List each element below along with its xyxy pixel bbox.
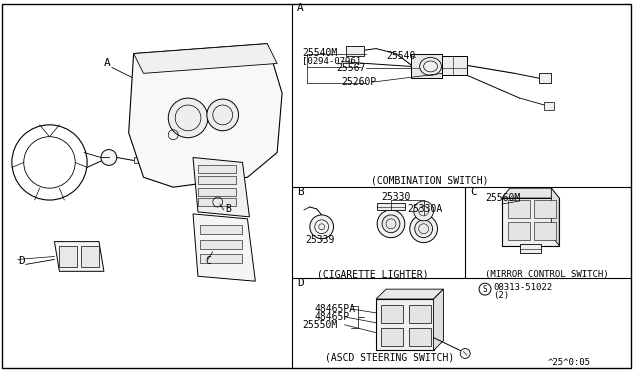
Bar [81, 246, 99, 267]
Bar [409, 328, 431, 346]
Polygon shape [502, 188, 559, 198]
Polygon shape [551, 188, 559, 246]
Text: [0294-0796]: [0294-0796] [302, 56, 361, 65]
Text: B: B [226, 204, 232, 214]
Text: (ASCD STEERING SWITCH): (ASCD STEERING SWITCH) [324, 352, 454, 362]
Bar [377, 203, 405, 210]
Circle shape [413, 201, 433, 221]
Bar [60, 246, 77, 267]
Bar [346, 46, 364, 55]
Text: A: A [297, 3, 304, 13]
Bar [540, 73, 551, 83]
Polygon shape [376, 289, 444, 299]
Bar [508, 222, 529, 240]
Bar [200, 254, 241, 263]
Bar [198, 166, 236, 173]
Text: ^25^0:05: ^25^0:05 [548, 358, 591, 367]
Circle shape [168, 98, 208, 138]
Circle shape [310, 215, 333, 239]
Circle shape [410, 215, 438, 243]
Polygon shape [129, 44, 282, 187]
Text: 25550M: 25550M [302, 320, 337, 330]
Circle shape [479, 283, 491, 295]
Circle shape [415, 220, 433, 238]
Text: 25260P: 25260P [342, 77, 377, 87]
Bar [411, 54, 442, 78]
Bar [198, 198, 236, 206]
Bar [502, 198, 559, 246]
Text: 48465PA: 48465PA [315, 304, 356, 314]
Bar [520, 244, 541, 253]
Text: (MIRROR CONTROL SWITCH): (MIRROR CONTROL SWITCH) [485, 270, 609, 279]
Bar [198, 176, 236, 184]
Bar [545, 102, 554, 110]
Text: S: S [483, 285, 487, 294]
Polygon shape [54, 242, 104, 271]
Text: D: D [18, 256, 24, 266]
Text: (2): (2) [493, 291, 509, 299]
Text: 25339: 25339 [305, 235, 334, 245]
Text: C: C [205, 256, 211, 266]
Bar [198, 188, 236, 196]
Bar [376, 299, 433, 350]
Circle shape [460, 349, 470, 358]
Circle shape [101, 150, 116, 166]
Text: 25540: 25540 [386, 51, 415, 61]
Text: (COMBINATION SWITCH): (COMBINATION SWITCH) [371, 175, 489, 185]
Polygon shape [134, 44, 277, 73]
Text: B: B [297, 187, 304, 197]
Text: D: D [297, 278, 304, 288]
Text: A: A [104, 58, 111, 68]
Circle shape [377, 210, 405, 238]
Bar [508, 200, 529, 218]
Text: 08313-51022: 08313-51022 [493, 283, 552, 292]
Bar [381, 305, 403, 323]
Text: 25567: 25567 [337, 63, 366, 73]
Text: 25560M: 25560M [485, 193, 520, 203]
Text: 25540M: 25540M [302, 48, 337, 58]
Text: C: C [470, 187, 477, 197]
Bar [200, 225, 241, 234]
Bar [409, 305, 431, 323]
Bar [442, 55, 467, 76]
Bar [534, 200, 556, 218]
Text: 48465P: 48465P [315, 312, 350, 322]
Circle shape [207, 99, 239, 131]
Bar [200, 240, 241, 248]
Text: (CIGARETTE LIGHTER): (CIGARETTE LIGHTER) [317, 269, 428, 279]
Polygon shape [193, 157, 250, 217]
Bar [134, 157, 143, 163]
Polygon shape [193, 214, 255, 281]
Bar [381, 328, 403, 346]
Text: 25330A: 25330A [408, 204, 443, 214]
Text: 25330: 25330 [381, 192, 411, 202]
Polygon shape [433, 289, 444, 350]
Ellipse shape [420, 58, 442, 76]
Circle shape [382, 215, 400, 233]
Bar [534, 222, 556, 240]
